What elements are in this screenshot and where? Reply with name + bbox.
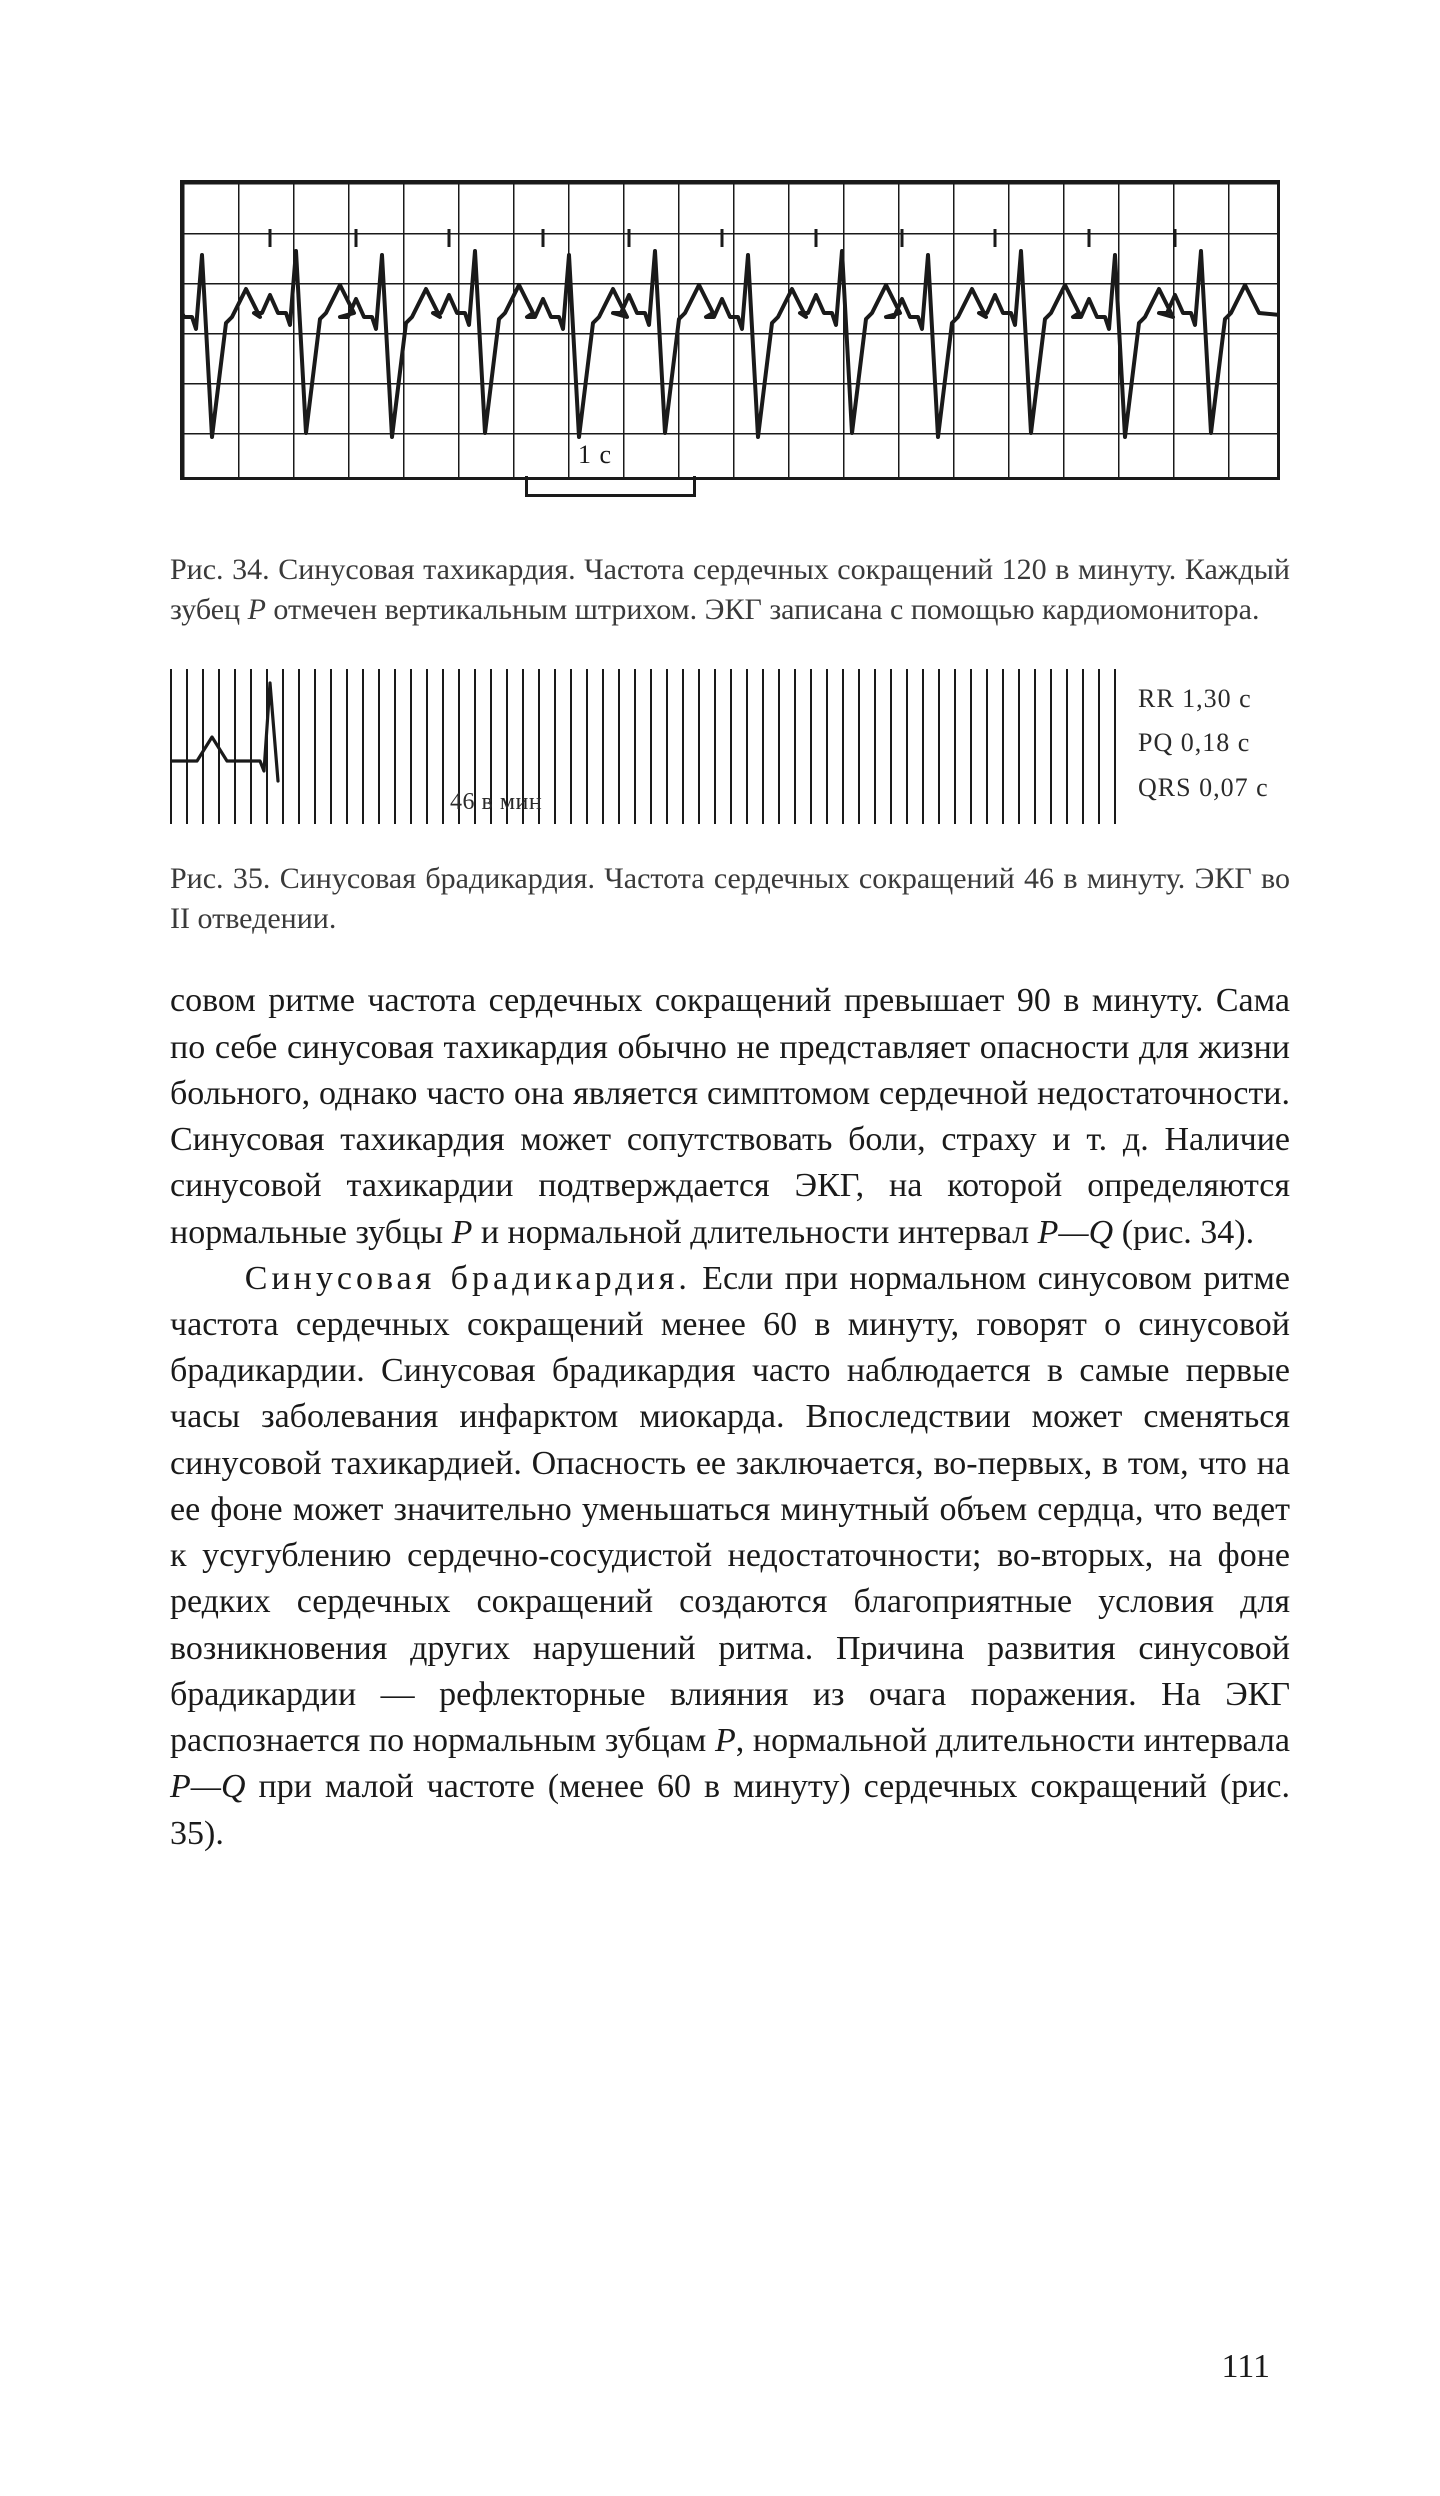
p2-it-PQ: P—Q — [170, 1768, 246, 1805]
p2-b: , нормальной длительности интервала — [736, 1722, 1290, 1759]
p2-it-P: P — [715, 1722, 736, 1759]
figure-34-scale-label: 1 с — [578, 440, 612, 470]
p2-a: Если при нормальном синусовом ритме част… — [170, 1260, 1290, 1759]
figure-34: 1 с — [180, 180, 1280, 520]
p1-it-PQ: P—Q — [1038, 1214, 1114, 1251]
p2-heading: Синусовая брадикардия. — [245, 1260, 691, 1297]
p2-c: при малой частоте (менее 60 в минуту) се… — [170, 1768, 1290, 1851]
figure-34-caption: Рис. 34. Синусовая тахикардия. Частота с… — [170, 550, 1290, 629]
figure-35: 46 в мин RR 1,30 сPQ 0,18 сQRS 0,07 с — [170, 669, 1290, 839]
paragraph-1: совом ритме частота сердечных сокращений… — [170, 978, 1290, 1255]
p1-it-P: P — [452, 1214, 473, 1251]
p1-b: и нормальной длительности интервал — [472, 1214, 1037, 1251]
scanned-page: 1 с Рис. 34. Синусовая тахикардия. Часто… — [0, 0, 1440, 2496]
figure-35-caption: Рис. 35. Синусовая брадикардия. Частота … — [170, 859, 1290, 938]
figure-34-caption-text: Рис. 34. Синусовая тахикардия. Частота с… — [170, 553, 1290, 626]
p1-c: (рис. 34). — [1113, 1214, 1254, 1251]
paragraph-2: Синусовая брадикардия. Если при нормальн… — [170, 1256, 1290, 1857]
body-text: совом ритме частота сердечных сокращений… — [170, 978, 1290, 1856]
p1-a: совом ритме частота сердечных сокращений… — [170, 982, 1290, 1250]
figure-34-ecg-trace — [180, 180, 1280, 480]
figure-34-scale-bar — [525, 476, 696, 497]
page-number: 111 — [1222, 2348, 1270, 2386]
figure-35-rate-label: 46 в мин — [450, 789, 542, 816]
figure-35-ecg-trace — [170, 669, 1130, 824]
figure-35-right-labels: RR 1,30 сPQ 0,18 сQRS 0,07 с — [1138, 677, 1269, 810]
